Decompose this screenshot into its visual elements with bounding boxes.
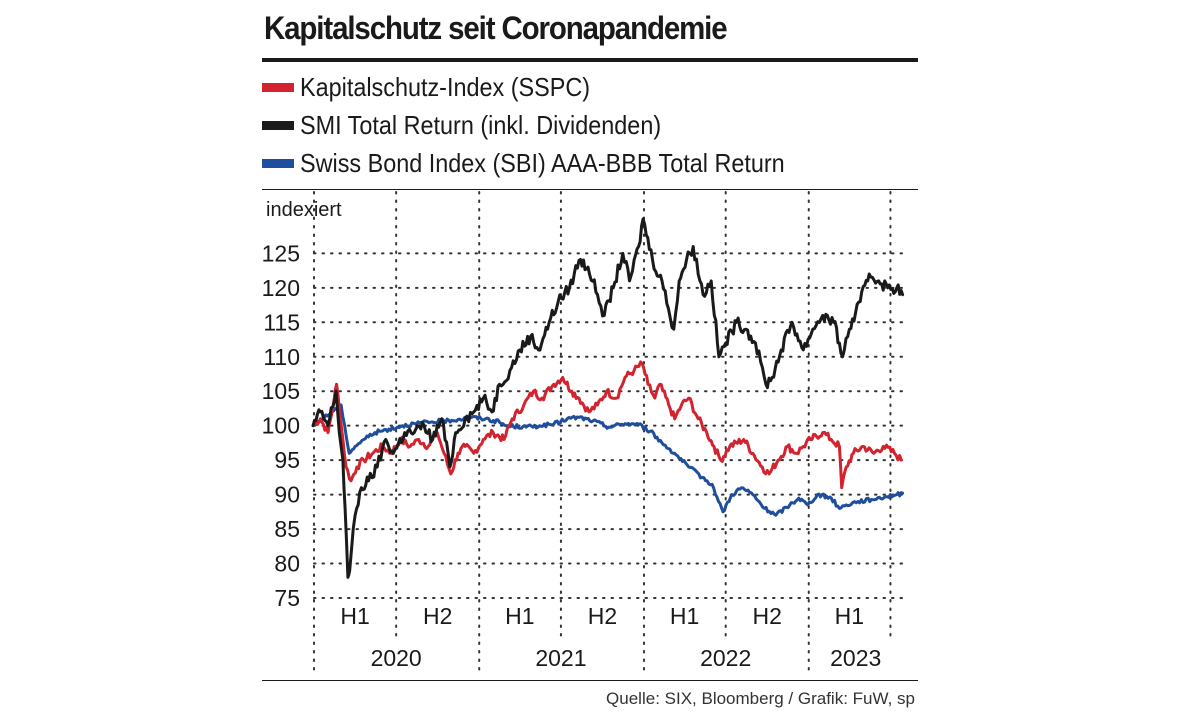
y-tick-label: 105 [262,378,300,404]
y-axis-unit-label: indexiert [266,199,342,221]
x-half-label: H2 [423,603,452,629]
series-line-smi [311,217,905,579]
y-axis-ticks: 75 80 85 90 95 100 105 110 115 120 125 [262,240,300,611]
x-half-label: H2 [588,603,617,629]
series-lines [311,217,905,579]
source-note: Quelle: SIX, Bloomberg / Grafik: FuW, sp [606,689,915,708]
x-half-label: H1 [340,603,369,629]
y-tick-label: 110 [263,344,300,370]
chart-title: Kapitalschutz seit Coronapandemie [264,10,728,46]
y-tick-label: 95 [274,447,300,473]
x-half-label: H1 [670,603,699,629]
legend-swatch-smi [262,120,294,130]
gridlines [313,191,907,677]
legend-label-smi: SMI Total Return (inkl. Dividenden) [300,109,662,140]
legend-label-sspc: Kapitalschutz-Index (SSPC) [300,71,591,102]
y-tick-label: 80 [274,551,300,577]
y-tick-label: 90 [274,482,300,508]
x-year-label: 2022 [700,645,751,671]
x-half-label: H2 [753,603,782,629]
y-tick-label: 115 [263,309,300,335]
y-tick-label: 75 [274,585,300,611]
y-tick-label: 125 [262,240,300,266]
legend: Kapitalschutz-Index (SSPC) SMI Total Ret… [262,68,922,182]
legend-swatch-sspc [262,82,294,92]
legend-item-sspc: Kapitalschutz-Index (SSPC) [262,68,922,106]
legend-swatch-sbi [262,158,294,168]
y-tick-label: 100 [262,413,300,439]
x-year-label: 2020 [371,645,422,671]
x-half-label: H1 [835,603,864,629]
y-tick-label: 120 [262,275,300,301]
legend-item-sbi: Swiss Bond Index (SBI) AAA-BBB Total Ret… [262,144,922,182]
y-tick-label: 85 [274,516,300,542]
x-year-label: 2021 [535,645,586,671]
title-rule [262,58,918,62]
legend-item-smi: SMI Total Return (inkl. Dividenden) [262,106,922,144]
x-half-label: H1 [505,603,534,629]
legend-label-sbi: Swiss Bond Index (SBI) AAA-BBB Total Ret… [300,147,785,178]
series-line-sspc [311,360,903,490]
series-line-sbi [311,403,905,517]
footer-rule [262,680,918,681]
x-year-label: 2023 [830,645,881,671]
legend-rule [262,189,918,190]
